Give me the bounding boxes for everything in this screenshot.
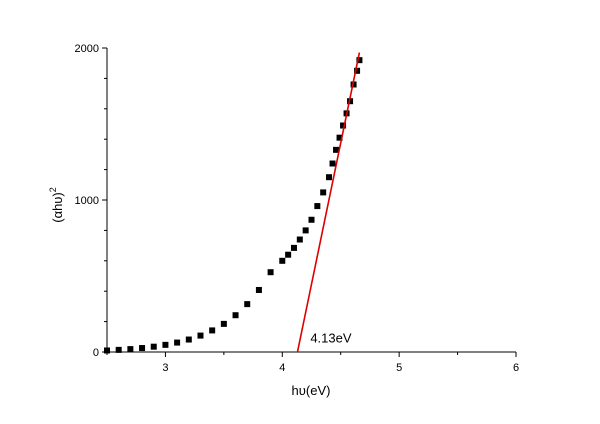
y-tick-label: 1000 [75,195,99,207]
data-point [220,320,227,327]
data-point [336,134,343,141]
data-point [174,339,181,346]
data-point [209,327,216,334]
data-point [354,67,361,74]
data-point [279,257,286,264]
data-points [104,57,363,354]
data-point [162,341,169,348]
data-point [104,347,110,354]
y-tick-label: 2000 [75,43,99,55]
data-point [333,146,340,153]
y-ticks: 0 1000 2000 [75,43,107,359]
data-point [326,174,333,181]
x-tick-label: 4 [279,362,285,374]
bandgap-annotation: 4.13eV [310,331,352,346]
data-point [139,345,146,352]
data-point [320,189,327,196]
data-point [255,286,262,293]
linear-fit-line [296,52,361,353]
x-tick-label: 6 [513,362,519,374]
data-point [185,336,192,343]
data-point [285,251,292,258]
data-point [115,346,122,353]
data-point [308,216,315,223]
data-point [150,343,157,350]
x-ticks: 3 4 5 6 [106,352,519,374]
data-point [296,236,303,243]
x-tick-label: 5 [396,362,402,374]
data-point [329,160,336,167]
y-axis-label-sup: 2 [48,187,58,192]
data-point [197,332,204,339]
x-axis-label: hυ(eV) [292,383,331,398]
data-point [232,312,239,319]
data-point [302,227,309,234]
y-axis-label: (αhυ)2 [48,187,65,223]
x-tick-label: 3 [162,362,168,374]
data-point [127,346,134,353]
data-point [314,203,321,210]
data-point [290,244,297,251]
y-axis-label-base: (αhυ) [50,192,65,223]
y-tick-label: 0 [93,347,99,359]
data-point [267,269,274,276]
data-point [340,122,347,129]
data-point [244,301,251,308]
data-point [356,57,363,64]
